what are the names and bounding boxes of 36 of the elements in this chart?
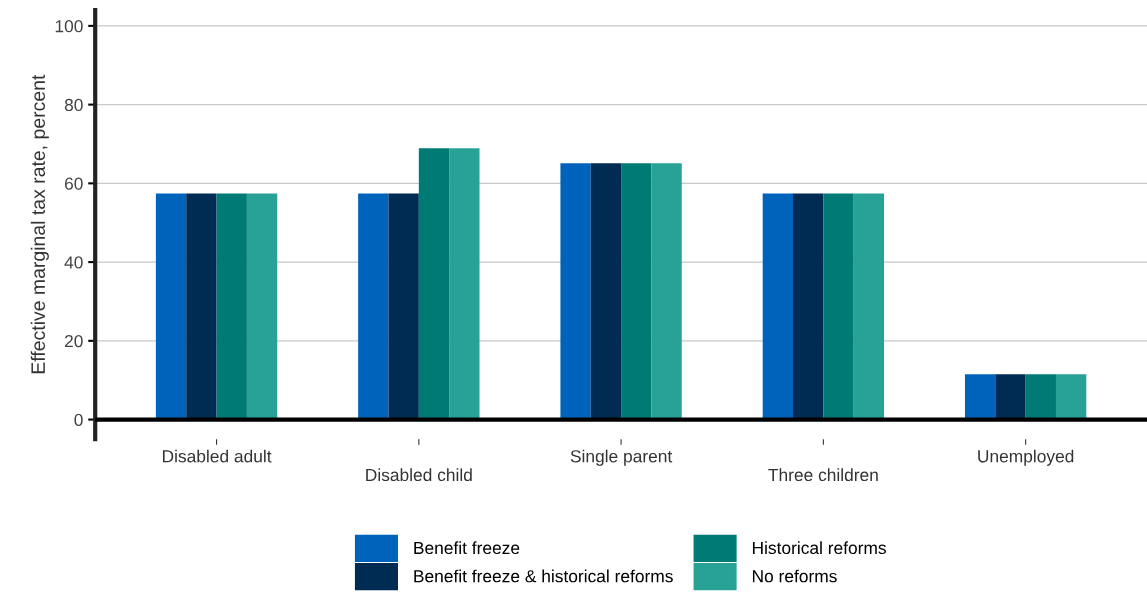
bar	[995, 374, 1026, 420]
y-tick-label: 20	[64, 335, 83, 348]
bar	[1055, 374, 1087, 420]
y-tick-label: 0	[74, 413, 83, 427]
bar	[246, 193, 278, 420]
bar	[590, 163, 622, 420]
y-axis-title: Effective marginal tax rate, percent	[30, 74, 49, 374]
legend-label: Benefit freeze	[414, 541, 520, 555]
bar	[186, 193, 217, 420]
legend-label: Historical reforms	[752, 541, 886, 555]
bar	[621, 163, 652, 420]
bar	[155, 193, 187, 420]
y-tick-label: 60	[64, 177, 83, 190]
bar	[762, 193, 794, 420]
bar	[853, 193, 885, 420]
y-tick-label: 80	[64, 98, 83, 112]
bar	[651, 163, 682, 420]
bar	[449, 148, 480, 420]
bar	[418, 148, 450, 420]
bar	[216, 193, 247, 420]
bar	[560, 163, 591, 420]
x-tick-label: Three children	[768, 468, 878, 482]
x-tick-label: Unemployed	[978, 449, 1074, 466]
y-tick-label: 40	[64, 256, 83, 269]
legend-label: No reforms	[752, 569, 837, 583]
bar	[823, 193, 854, 420]
x-tick-label: Single parent	[570, 449, 673, 466]
bar	[1025, 374, 1056, 420]
bar	[793, 193, 824, 420]
bar	[358, 193, 389, 420]
bar	[964, 374, 996, 420]
legend-label: Benefit freeze & historical reforms	[414, 569, 673, 583]
x-tick-label: Disabled adult	[162, 449, 272, 463]
bar	[388, 193, 419, 420]
y-tick-label: 100	[55, 20, 83, 33]
x-tick-label: Disabled child	[366, 468, 472, 482]
